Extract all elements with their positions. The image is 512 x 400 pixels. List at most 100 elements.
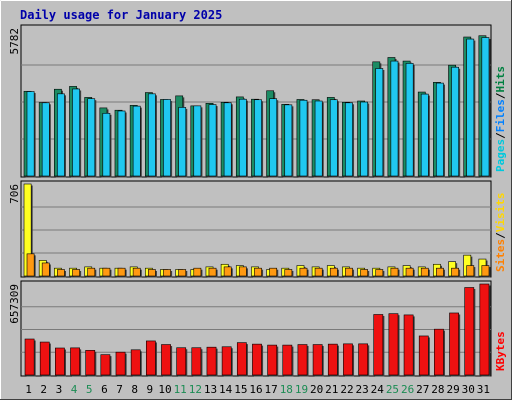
bar-kbytes-day-18	[282, 344, 293, 376]
x-tick-label-28: 28	[431, 383, 444, 396]
bar-kbytes-day-23	[358, 343, 369, 376]
x-tick-label-29: 29	[446, 383, 459, 396]
bar-pages-day-25	[390, 60, 399, 177]
bar-sites-day-19	[299, 267, 308, 277]
x-tick-label-9: 9	[147, 383, 154, 396]
y-max-label: 5782	[8, 28, 21, 55]
bar-pages-day-11	[178, 107, 187, 177]
bar-pages-day-16	[254, 99, 262, 177]
bar-pages-day-3	[57, 93, 65, 177]
bar-sites-day-3	[57, 269, 65, 277]
bar-sites-day-11	[178, 269, 187, 277]
x-tick-label-20: 20	[310, 383, 323, 396]
bar-kbytes-day-8	[130, 349, 141, 376]
x-tick-label-1: 1	[25, 383, 32, 396]
bar-sites-day-25	[390, 267, 399, 277]
chart-title: Daily usage for January 2025	[20, 8, 222, 22]
x-axis-labels: 1 2 3 4 5 6 7 8 9 10 11 12 13 14 15 16 17 18 19 20 21 22 23 24 2…	[25, 383, 490, 396]
bar-sites-day-4	[72, 269, 80, 277]
bar-pages-day-27	[420, 93, 429, 177]
bar-pages-day-6	[102, 112, 111, 177]
bar-kbytes-day-1	[24, 338, 35, 376]
bar-pages-day-12	[193, 105, 202, 177]
x-tick-label-17: 17	[265, 383, 278, 396]
x-tick-label-12: 12	[189, 383, 202, 396]
bar-sites-day-15	[238, 266, 247, 277]
bar-pages-day-24	[375, 68, 384, 177]
bar-pages-day-9	[147, 93, 156, 177]
legend-hits: Hits	[494, 66, 507, 93]
bar-kbytes-day-15	[236, 342, 247, 376]
bar-sites-day-28	[436, 267, 444, 277]
bar-pages-day-20	[314, 100, 323, 177]
bar-kbytes-day-13	[206, 346, 217, 376]
bar-sites-day-10	[163, 269, 171, 277]
bar-pages-day-5	[87, 98, 96, 177]
x-tick-label-4: 4	[71, 383, 78, 396]
legend-visits: Visits	[494, 193, 507, 233]
bar-pages-day-31	[481, 37, 490, 177]
bar-kbytes-day-3	[55, 347, 65, 376]
bar-kbytes-day-27	[418, 335, 429, 376]
panel-kbytes: 657309 KBytes	[8, 280, 507, 377]
bar-pages-day-22	[345, 102, 353, 177]
bar-kbytes-day-12	[191, 347, 202, 376]
x-tick-label-10: 10	[158, 383, 171, 396]
x-tick-label-30: 30	[462, 383, 475, 396]
bar-kbytes-day-22	[343, 343, 353, 376]
bar-sites-day-31	[481, 265, 490, 277]
bar-sites-day-18	[284, 269, 293, 277]
bar-kbytes-day-20	[312, 344, 323, 376]
bar-sites-day-6	[102, 267, 111, 277]
bar-sites-day-27	[420, 267, 429, 277]
legend-sites: Sites	[494, 239, 507, 272]
bar-pages-day-29	[451, 66, 459, 177]
panel-visits-sites: 706 Sites/Visits	[8, 180, 507, 278]
x-tick-label-15: 15	[234, 383, 247, 396]
bar-kbytes-day-4	[70, 347, 80, 376]
legend-pages: Pages	[494, 139, 507, 172]
bar-kbytes-day-28	[434, 328, 444, 376]
bar-kbytes-day-10	[161, 344, 171, 376]
x-tick-label-6: 6	[101, 383, 108, 396]
plot-area	[20, 180, 492, 278]
bar-sites-day-29	[451, 267, 459, 277]
bar-sites-day-13	[208, 267, 217, 277]
bar-kbytes-day-29	[449, 312, 459, 376]
bar-kbytes-day-21	[327, 343, 338, 376]
x-tick-label-11: 11	[174, 383, 187, 396]
x-tick-label-25: 25	[386, 383, 399, 396]
bar-pages-day-7	[117, 110, 126, 177]
bar-sites-day-12	[193, 267, 202, 277]
x-tick-label-23: 23	[356, 383, 369, 396]
bar-kbytes-day-26	[403, 314, 414, 376]
x-tick-label-31: 31	[477, 383, 490, 396]
x-tick-label-14: 14	[219, 383, 233, 396]
bar-pages-day-26	[405, 63, 414, 177]
bar-kbytes-day-5	[85, 350, 96, 376]
bar-sites-day-5	[87, 267, 96, 277]
legend-kbytes: KBytes	[494, 331, 507, 371]
x-tick-label-18: 18	[280, 383, 293, 396]
bar-kbytes-day-2	[39, 341, 50, 376]
y-max-label: 657309	[8, 284, 21, 324]
x-tick-label-16: 16	[249, 383, 262, 396]
chart-panels: 5782Pages/Files/Hits706Sites/Visits65730…	[8, 24, 507, 377]
x-tick-label-3: 3	[56, 383, 63, 396]
bar-pages-day-13	[208, 104, 217, 177]
x-tick-label-22: 22	[340, 383, 353, 396]
bar-sites-day-14	[223, 266, 232, 277]
bar-sites-day-30	[466, 265, 475, 277]
x-tick-label-2: 2	[40, 383, 47, 396]
bar-sites-day-7	[117, 267, 126, 277]
bar-kbytes-day-24	[373, 314, 384, 376]
bar-sites-day-8	[132, 267, 141, 277]
x-tick-label-5: 5	[86, 383, 93, 396]
legend-separator: /	[494, 92, 507, 99]
bar-pages-day-30	[466, 38, 475, 177]
bar-sites-day-2	[41, 262, 50, 277]
bar-pages-day-2	[41, 102, 50, 177]
bar-pages-day-4	[72, 88, 80, 177]
bar-sites-day-24	[375, 269, 384, 277]
bar-kbytes-day-11	[176, 347, 187, 376]
